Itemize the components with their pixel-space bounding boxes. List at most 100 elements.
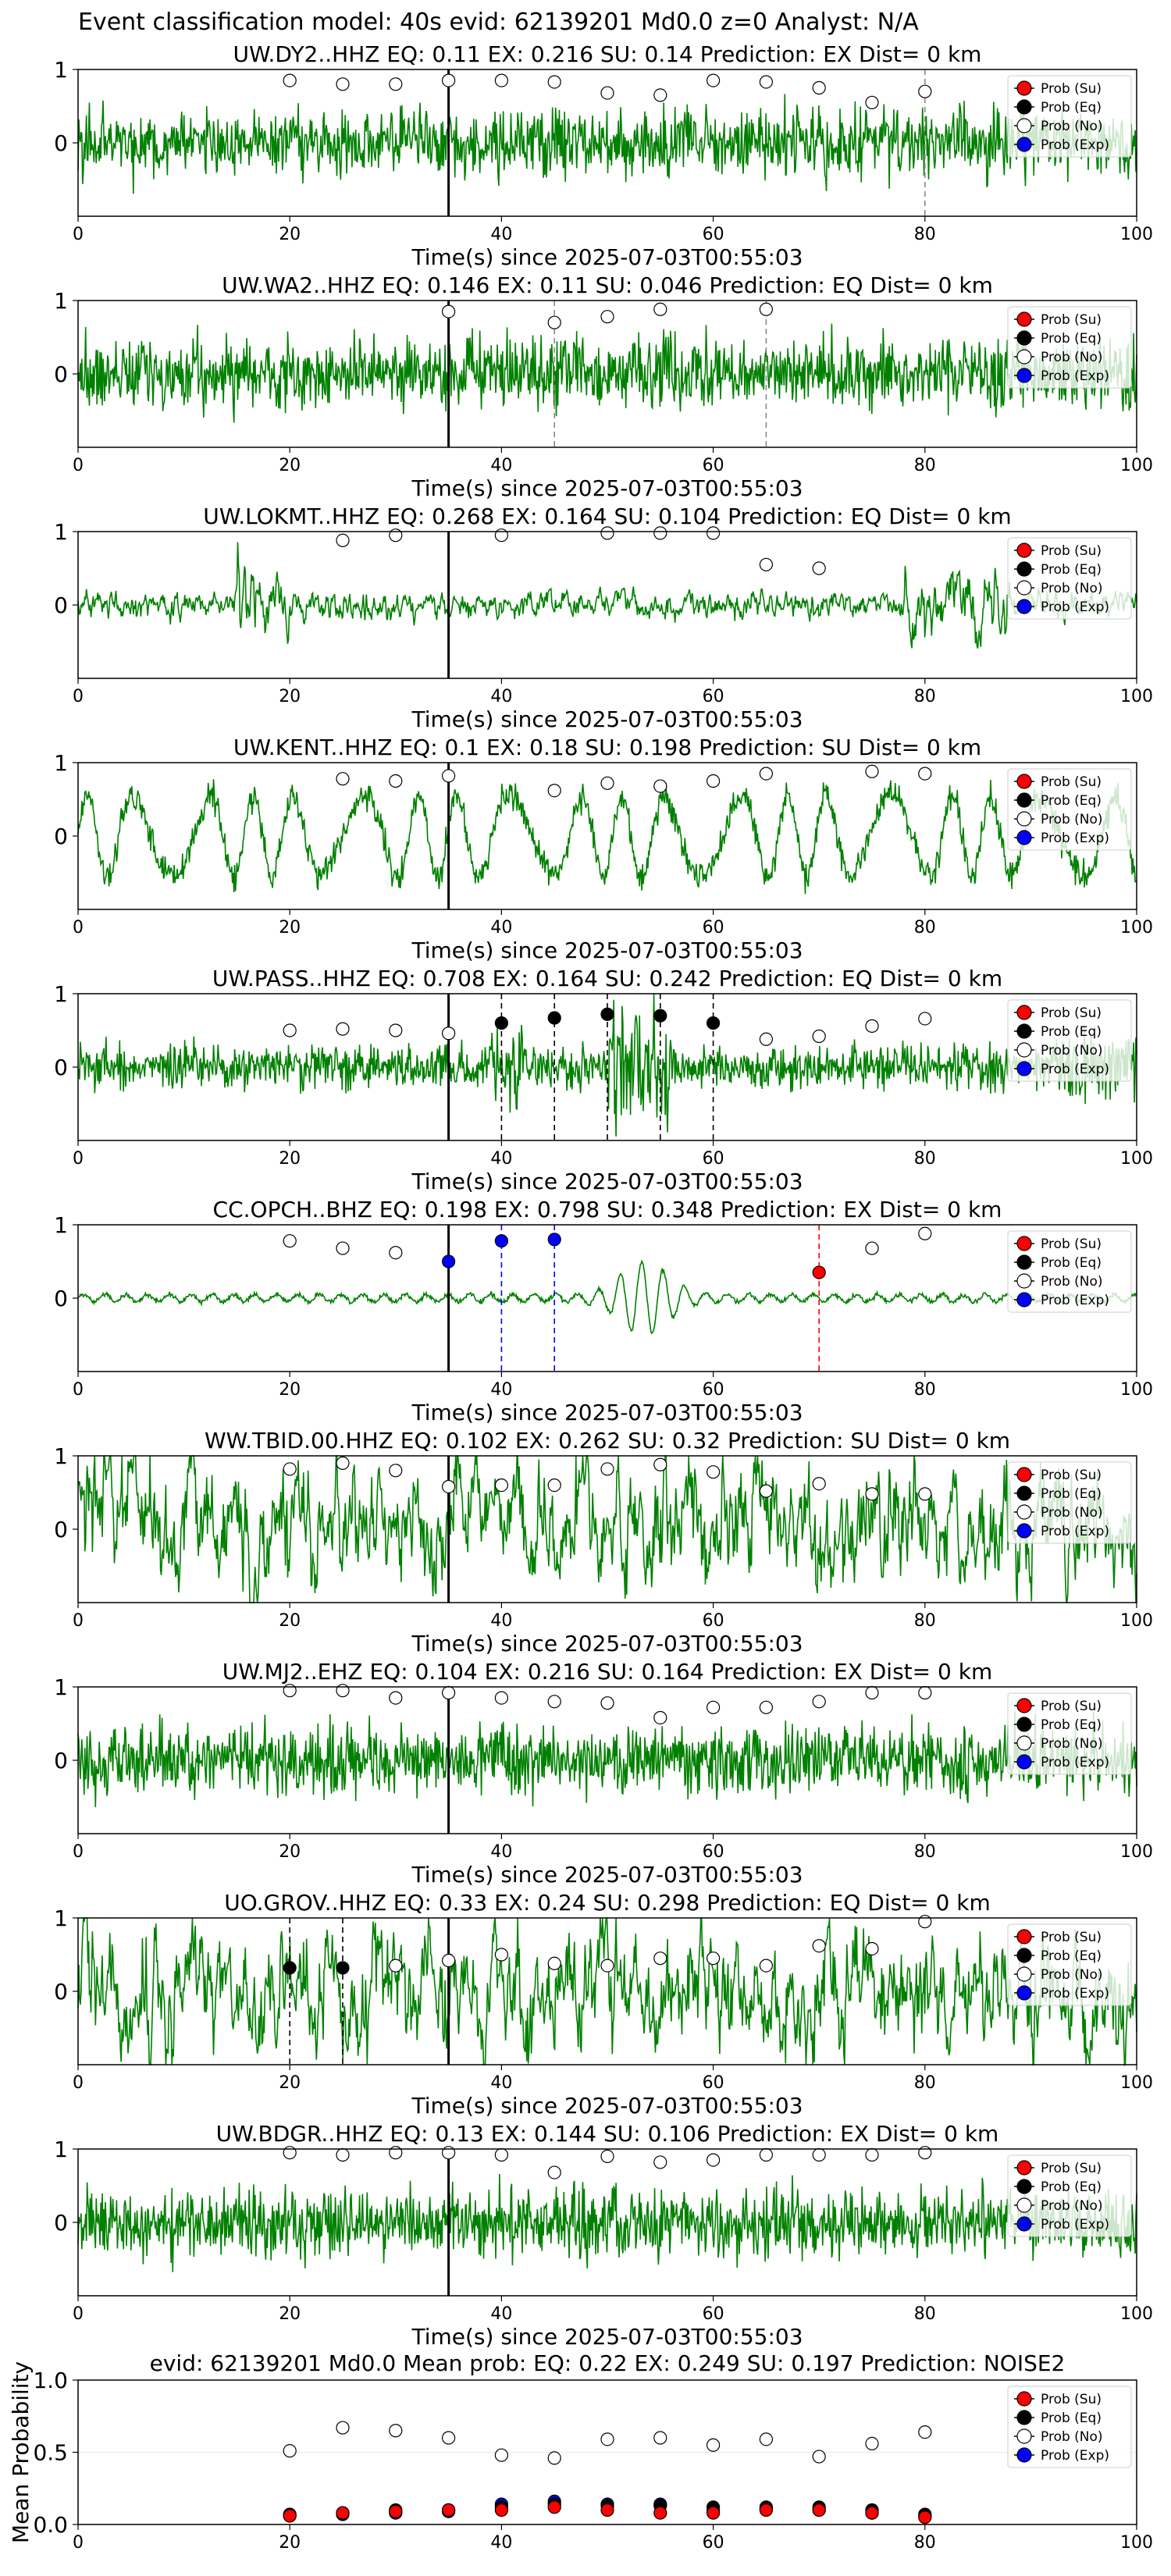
legend-label-no: Prob (No) [1041, 1505, 1103, 1521]
waveform-trace [77, 779, 1137, 895]
legend-box [1007, 2154, 1132, 2237]
x-tick-label: 0 [73, 2304, 84, 2324]
marker-no [653, 88, 667, 102]
y-tick-label: 0 [54, 130, 68, 156]
panel-7: UW.MJ2..EHZ EQ: 0.104 EX: 0.216 SU: 0.16… [54, 1659, 1153, 1888]
point-su [547, 2500, 561, 2514]
marker-no [759, 302, 774, 316]
panel-title: UW.PASS..HHZ EQ: 0.708 EX: 0.164 SU: 0.2… [212, 966, 1002, 991]
marker-no [918, 84, 932, 98]
x-tick-label: 0 [73, 1380, 84, 1400]
legend-label-exp: Prob (Exp) [1041, 1062, 1109, 1077]
point-no [336, 2421, 350, 2435]
x-tick-label: 20 [279, 2073, 301, 2093]
panel-10: evid: 62139201 Md0.0 Mean prob: EQ: 0.22… [8, 2350, 1153, 2553]
x-tick-label: 80 [914, 456, 936, 475]
legend-label-no: Prob (No) [1041, 2198, 1103, 2214]
marker-no [918, 2146, 932, 2160]
marker-eq [653, 1009, 667, 1023]
point-no [389, 2424, 403, 2438]
marker-no [283, 1023, 297, 1037]
marker-no [865, 764, 879, 778]
legend-label-no: Prob (No) [1041, 1967, 1103, 1983]
waveform-trace [77, 542, 1137, 649]
waveform-trace [77, 323, 1137, 423]
legend-swatch-su [1016, 1467, 1032, 1482]
marker-no [865, 1019, 879, 1033]
y-tick-label: 1 [54, 2137, 68, 2162]
legend-label-no: Prob (No) [1041, 812, 1103, 827]
legend-swatch-eq [1016, 99, 1032, 115]
panel-title: UW.MJ2..EHZ EQ: 0.104 EX: 0.216 SU: 0.16… [222, 1659, 992, 1685]
marker-no [706, 1465, 721, 1479]
x-tick-label: 100 [1120, 1611, 1153, 1631]
panel-title: UO.GROV..HHZ EQ: 0.33 EX: 0.24 SU: 0.298… [224, 1890, 991, 1916]
panel-title: UW.DY2..HHZ EQ: 0.11 EX: 0.216 SU: 0.14 … [233, 41, 982, 67]
x-axis-label: Time(s) since 2025-07-03T00:55:03 [411, 1631, 803, 1656]
marker-no [918, 1012, 932, 1026]
marker-no [706, 2153, 721, 2167]
legend-swatch-no [1016, 349, 1032, 365]
marker-no [812, 1477, 826, 1491]
panel-0: UW.DY2..HHZ EQ: 0.11 EX: 0.216 SU: 0.14 … [54, 41, 1153, 270]
point-su [918, 2510, 932, 2524]
y-tick-label: 1 [54, 288, 68, 314]
y-tick-label: 0.5 [33, 2440, 68, 2466]
point-su [600, 2503, 614, 2517]
legend-label-exp: Prob (Exp) [1041, 2217, 1109, 2233]
legend-swatch-exp [1016, 2216, 1032, 2232]
marker-no [389, 2146, 403, 2160]
marker-no [918, 1487, 932, 1501]
x-tick-label: 100 [1120, 1380, 1153, 1400]
legend-label-eq: Prob (Eq) [1041, 1717, 1102, 1733]
y-tick-label: 1 [54, 1212, 68, 1238]
figure-title: Event classification model: 40s evid: 62… [78, 9, 919, 36]
legend-swatch-exp [1016, 830, 1032, 845]
y-tick-label: 1 [54, 1674, 68, 1700]
marker-no [494, 1948, 509, 1962]
legend-label-su: Prob (Su) [1041, 312, 1102, 328]
panel-title: UW.BDGR..HHZ EQ: 0.13 EX: 0.144 SU: 0.10… [216, 2121, 999, 2147]
marker-no [600, 310, 614, 324]
marker-no [441, 1026, 456, 1041]
x-tick-label: 60 [703, 225, 724, 244]
legend-swatch-eq [1016, 2179, 1032, 2194]
legend-label-su: Prob (Su) [1041, 1005, 1102, 1021]
panel-4: UW.PASS..HHZ EQ: 0.708 EX: 0.164 SU: 0.2… [54, 966, 1153, 1194]
marker-no [441, 1953, 456, 1968]
legend-label-su: Prob (Su) [1041, 774, 1102, 790]
marker-no [494, 73, 509, 87]
legend-label-su: Prob (Su) [1041, 1236, 1102, 1252]
legend-box [1007, 1923, 1132, 2006]
x-tick-label: 100 [1120, 1842, 1153, 1862]
marker-no [759, 1700, 774, 1714]
y-tick-label: 0 [54, 1979, 68, 2005]
marker-no [336, 1684, 350, 1698]
x-axis-label: Time(s) since 2025-07-03T00:55:03 [411, 2324, 803, 2350]
legend-label-eq: Prob (Eq) [1041, 100, 1102, 116]
x-tick-label: 40 [490, 1149, 512, 1169]
x-tick-label: 20 [279, 225, 301, 244]
legend-box [1007, 2386, 1132, 2468]
y-tick-label: 0 [54, 824, 68, 849]
legend-label-no: Prob (No) [1041, 1736, 1103, 1752]
y-tick-label: 0 [54, 1055, 68, 1080]
marker-no [918, 1915, 932, 1929]
legend-label-su: Prob (Su) [1041, 1930, 1102, 1945]
x-axis-label: Time(s) since 2025-07-03T00:55:03 [411, 244, 803, 270]
marker-no [865, 1941, 879, 1956]
x-tick-label: 100 [1120, 456, 1153, 475]
legend-swatch-su [1016, 774, 1032, 789]
x-tick-label: 0 [73, 1149, 84, 1169]
x-tick-label: 60 [703, 2304, 724, 2324]
legend-swatch-exp [1016, 1985, 1032, 2001]
marker-no [653, 1710, 667, 1725]
x-tick-label: 80 [914, 687, 936, 706]
x-tick-label: 60 [703, 1842, 724, 1862]
x-tick-label: 0 [73, 687, 84, 706]
y-tick-label: 1.0 [33, 2368, 68, 2393]
marker-no [759, 557, 774, 571]
legend-swatch-su [1016, 311, 1032, 327]
legend-swatch-exp [1016, 1523, 1032, 1539]
x-tick-label: 80 [914, 2304, 936, 2324]
